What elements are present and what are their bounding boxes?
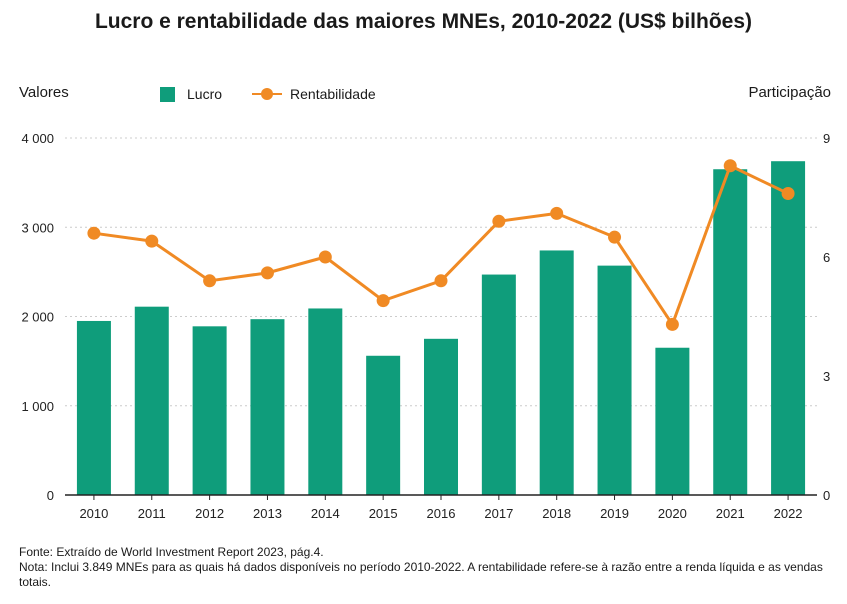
right-tick-label: 6 <box>823 250 830 265</box>
left-tick-label: 4 000 <box>21 131 54 146</box>
bar-lucro <box>192 326 227 495</box>
source-note: Fonte: Extraído de World Investment Repo… <box>19 545 324 559</box>
left-tick-label: 3 000 <box>21 220 54 235</box>
x-tick-label: 2016 <box>427 506 456 521</box>
x-tick-label: 2013 <box>253 506 282 521</box>
legend-label-lucro: Lucro <box>187 86 223 102</box>
bar-lucro <box>424 338 458 495</box>
bar-lucro <box>713 169 748 496</box>
point-rentabilidade <box>781 187 795 201</box>
bar-lucro <box>771 161 806 495</box>
left-axis-title: Valores <box>19 84 69 101</box>
legend-item-rentabilidade: Rentabilidade <box>252 86 376 102</box>
legend-swatch-rentabilidade <box>252 87 283 101</box>
point-rentabilidade <box>203 274 217 288</box>
bar-lucro <box>134 306 169 495</box>
x-tick-label: 2019 <box>600 506 629 521</box>
line-rentabilidade <box>93 164 789 326</box>
right-tick-label: 0 <box>823 488 830 503</box>
point-rentabilidade <box>492 214 506 228</box>
bar-lucro <box>597 265 632 495</box>
legend: Lucro Rentabilidade <box>160 86 406 102</box>
right-axis-title: Participação <box>748 84 831 101</box>
left-tick-label: 0 <box>47 488 54 503</box>
bar-lucro <box>250 319 285 495</box>
x-tick-label: 2011 <box>138 506 166 521</box>
bar-lucro <box>655 347 690 495</box>
x-tick-label: 2014 <box>311 506 340 521</box>
point-rentabilidade <box>550 206 564 220</box>
point-rentabilidade <box>318 250 332 264</box>
point-rentabilidade <box>608 230 622 244</box>
legend-label-rentabilidade: Rentabilidade <box>290 86 376 102</box>
right-tick-label: 3 <box>823 369 830 384</box>
left-tick-label: 2 000 <box>21 310 54 325</box>
x-tick-label: 2010 <box>79 506 108 521</box>
legend-swatch-lucro <box>160 86 175 102</box>
bar-lucro <box>366 355 401 495</box>
footnote: Nota: Inclui 3.849 MNEs para as quais há… <box>19 560 823 589</box>
bar-lucro <box>76 320 111 495</box>
point-rentabilidade <box>145 234 159 248</box>
x-tick-label: 2012 <box>195 506 224 521</box>
x-tick-label: 2015 <box>369 506 398 521</box>
left-tick-label: 1 000 <box>21 399 54 414</box>
point-rentabilidade <box>665 317 679 331</box>
point-rentabilidade <box>87 226 101 240</box>
bar-lucro <box>481 274 516 495</box>
x-tick-label: 2021 <box>716 506 745 521</box>
point-rentabilidade <box>723 159 737 173</box>
point-rentabilidade <box>434 274 448 288</box>
legend-item-lucro: Lucro <box>160 86 222 102</box>
x-tick-label: 2018 <box>542 506 571 521</box>
x-tick-label: 2020 <box>658 506 687 521</box>
x-tick-label: 2017 <box>484 506 513 521</box>
point-rentabilidade <box>260 266 274 280</box>
bar-lucro <box>539 250 574 495</box>
point-rentabilidade <box>376 294 390 308</box>
bar-lucro <box>308 308 343 495</box>
chart-title: Lucro e rentabilidade das maiores MNEs, … <box>94 10 753 33</box>
right-tick-label: 9 <box>823 131 830 146</box>
x-tick-label: 2022 <box>774 506 803 521</box>
notes: Fonte: Extraído de World Investment Repo… <box>19 545 829 590</box>
